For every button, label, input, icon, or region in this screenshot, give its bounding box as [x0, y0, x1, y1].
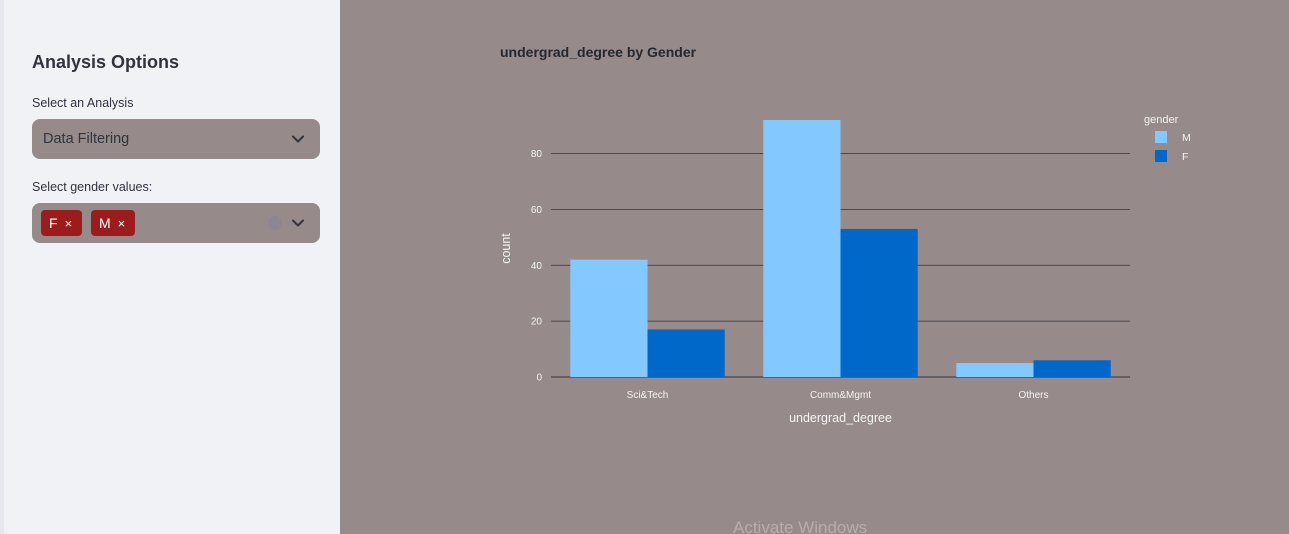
bar-m	[570, 259, 648, 377]
y-tick-label: 0	[536, 373, 542, 384]
remove-tag-icon[interactable]: ×	[117, 216, 126, 231]
gender-tag-label: F	[49, 215, 58, 231]
legend-label: M	[1182, 132, 1191, 144]
x-axis-title: undergrad_degree	[789, 411, 892, 425]
analysis-select-label: Select an Analysis	[32, 96, 134, 110]
analysis-select-value: Data Filtering	[43, 131, 130, 147]
main-area: undergrad_degree by Gender 0 20 40 60 80 Sci&T…	[340, 0, 1289, 534]
x-tick-label: Sci&Tech	[627, 390, 669, 401]
y-tick-label: 60	[531, 205, 543, 216]
remove-tag-icon[interactable]: ×	[64, 216, 73, 231]
y-axis-title: count	[499, 233, 513, 264]
bar-chart: undergrad_degree by Gender 0 20 40 60 80 Sci&T…	[499, 44, 1191, 425]
gender-tag-label: M	[99, 215, 111, 231]
clear-all-icon[interactable]	[268, 216, 282, 230]
gender-multiselect[interactable]: F × M ×	[32, 203, 320, 243]
y-tick-label: 80	[531, 149, 543, 160]
gender-tag-f[interactable]: F ×	[41, 210, 82, 236]
activate-windows-watermark: Activate Windows	[733, 518, 868, 534]
x-tick-label: Others	[1018, 390, 1048, 401]
legend-label: F	[1182, 151, 1188, 163]
y-tick-label: 20	[531, 317, 543, 328]
sidebar-title: Analysis Options	[32, 52, 180, 72]
legend-title: gender	[1144, 114, 1179, 126]
legend-swatch-f	[1155, 150, 1167, 162]
legend-swatch-m	[1155, 131, 1167, 143]
bar-f	[1033, 360, 1111, 377]
x-tick-label: Comm&Mgmt	[810, 390, 871, 401]
chevron-down-icon[interactable]	[291, 132, 305, 146]
bar-f	[647, 329, 725, 377]
y-tick-label: 40	[531, 261, 543, 272]
analysis-select[interactable]: Data Filtering	[32, 119, 320, 159]
sidebar: Analysis Options Select an Analysis Data…	[0, 0, 340, 534]
bar-m	[956, 363, 1034, 377]
chevron-down-icon[interactable]	[291, 216, 305, 230]
bar-m	[763, 120, 841, 377]
gender-select-label: Select gender values:	[32, 180, 153, 194]
chart-title: undergrad_degree by Gender	[500, 44, 697, 60]
gender-tag-m[interactable]: M ×	[91, 210, 135, 236]
bar-f	[840, 228, 918, 377]
